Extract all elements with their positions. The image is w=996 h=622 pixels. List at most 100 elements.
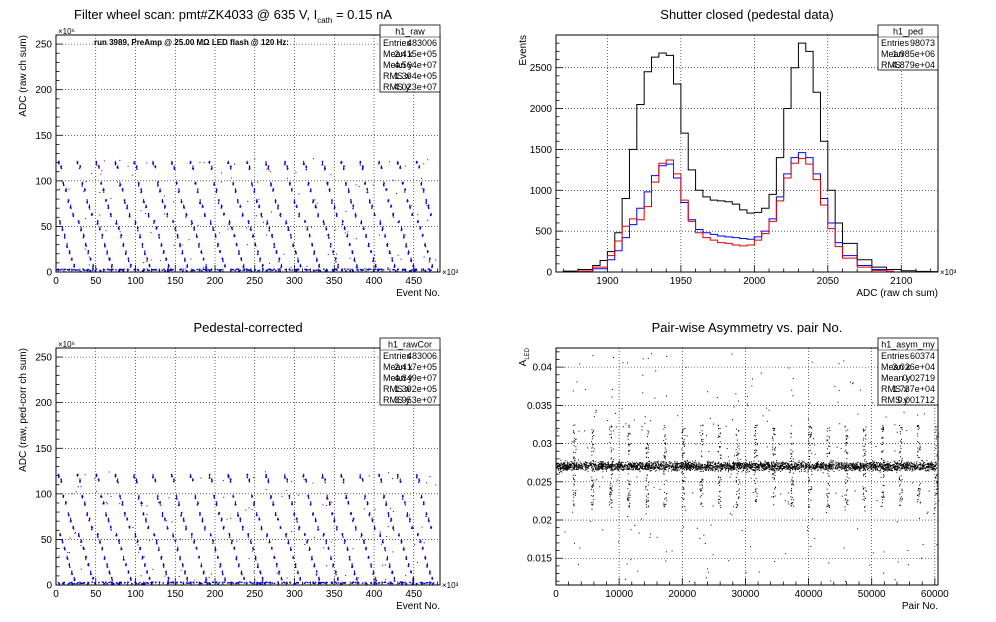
data-point: [429, 257, 431, 261]
data-point: [566, 464, 568, 466]
data-point: [77, 473, 79, 477]
data-point: [657, 460, 659, 462]
data-point: [928, 467, 930, 469]
data-point: [346, 233, 348, 237]
data-point: [205, 267, 207, 269]
data-point: [184, 573, 186, 575]
data-point: [638, 462, 640, 464]
data-point: [419, 539, 421, 543]
data-point: [366, 191, 368, 194]
data-point: [932, 464, 934, 466]
data-point: [405, 575, 407, 577]
data-point: [322, 268, 325, 270]
data-point: [111, 576, 113, 580]
data-point: [250, 229, 252, 231]
data-point: [89, 270, 91, 272]
data-point: [239, 269, 241, 272]
data-point: [80, 270, 82, 272]
data-point: [392, 511, 394, 513]
data-point: [724, 465, 726, 467]
data-point: [107, 204, 109, 208]
data-point: [838, 469, 840, 471]
data-point: [151, 476, 154, 479]
data-point: [57, 269, 60, 272]
data-point: [271, 546, 273, 550]
data-point: [646, 467, 648, 469]
data-point: [302, 476, 304, 478]
data-point: [330, 582, 333, 584]
data-point: [253, 188, 255, 192]
data-point: [689, 461, 691, 463]
data-point: [263, 221, 265, 223]
data-point: [101, 237, 103, 239]
data-point: [62, 181, 64, 185]
data-point: [360, 536, 362, 538]
data-point: [857, 467, 859, 469]
data-point: [305, 165, 307, 169]
x-tick-label: 350: [326, 276, 343, 287]
data-point: [58, 555, 60, 557]
data-point: [264, 471, 266, 473]
data-point: [234, 269, 237, 272]
data-point: [331, 512, 333, 516]
data-point: [774, 467, 776, 469]
data-point: [609, 466, 611, 468]
data-point: [883, 470, 885, 472]
data-point: [771, 464, 773, 466]
data-point: [83, 233, 85, 237]
data-point: [883, 464, 885, 466]
data-point: [403, 582, 405, 584]
data-point: [335, 573, 337, 576]
data-point: [855, 468, 857, 470]
data-point: [673, 467, 675, 469]
data-point: [148, 269, 151, 272]
data-point: [405, 558, 408, 560]
data-point: [256, 583, 258, 585]
data-point: [832, 462, 834, 464]
data-point: [227, 228, 229, 230]
data-point: [183, 204, 185, 208]
data-point: [221, 581, 224, 584]
data-point: [784, 465, 786, 467]
data-point: [236, 582, 239, 584]
data-point: [174, 226, 176, 230]
data-point: [147, 212, 149, 216]
data-point: [86, 583, 89, 585]
data-point: [562, 464, 564, 466]
data-point: [419, 226, 421, 230]
data-point: [219, 250, 221, 254]
data-point: [342, 533, 344, 537]
data-point: [313, 563, 315, 567]
data-point: [68, 563, 70, 567]
data-point: [617, 461, 619, 463]
data-point: [314, 581, 317, 584]
data-point: [333, 520, 335, 523]
data-point: [312, 482, 314, 484]
data-point: [109, 257, 111, 261]
data-point: [397, 473, 399, 477]
data-point: [398, 582, 401, 585]
data-point: [262, 263, 264, 267]
data-point: [143, 268, 145, 271]
data-point: [859, 468, 861, 470]
data-point: [210, 220, 212, 224]
data-point: [390, 582, 393, 585]
data-point: [92, 266, 94, 269]
data-point: [431, 576, 433, 580]
data-point: [592, 465, 594, 467]
data-point: [347, 231, 349, 233]
data-point: [304, 581, 307, 584]
data-point: [804, 465, 806, 467]
data-point: [615, 463, 617, 465]
data-point: [191, 167, 194, 170]
data-point: [398, 533, 400, 537]
data-point: [616, 464, 618, 466]
data-point: [164, 270, 166, 272]
data-point: [781, 462, 783, 464]
data-point: [361, 168, 364, 170]
data-point: [275, 512, 277, 516]
data-point: [399, 478, 401, 482]
data-point: [846, 470, 848, 472]
data-point: [264, 583, 266, 585]
data-point: [267, 478, 269, 482]
